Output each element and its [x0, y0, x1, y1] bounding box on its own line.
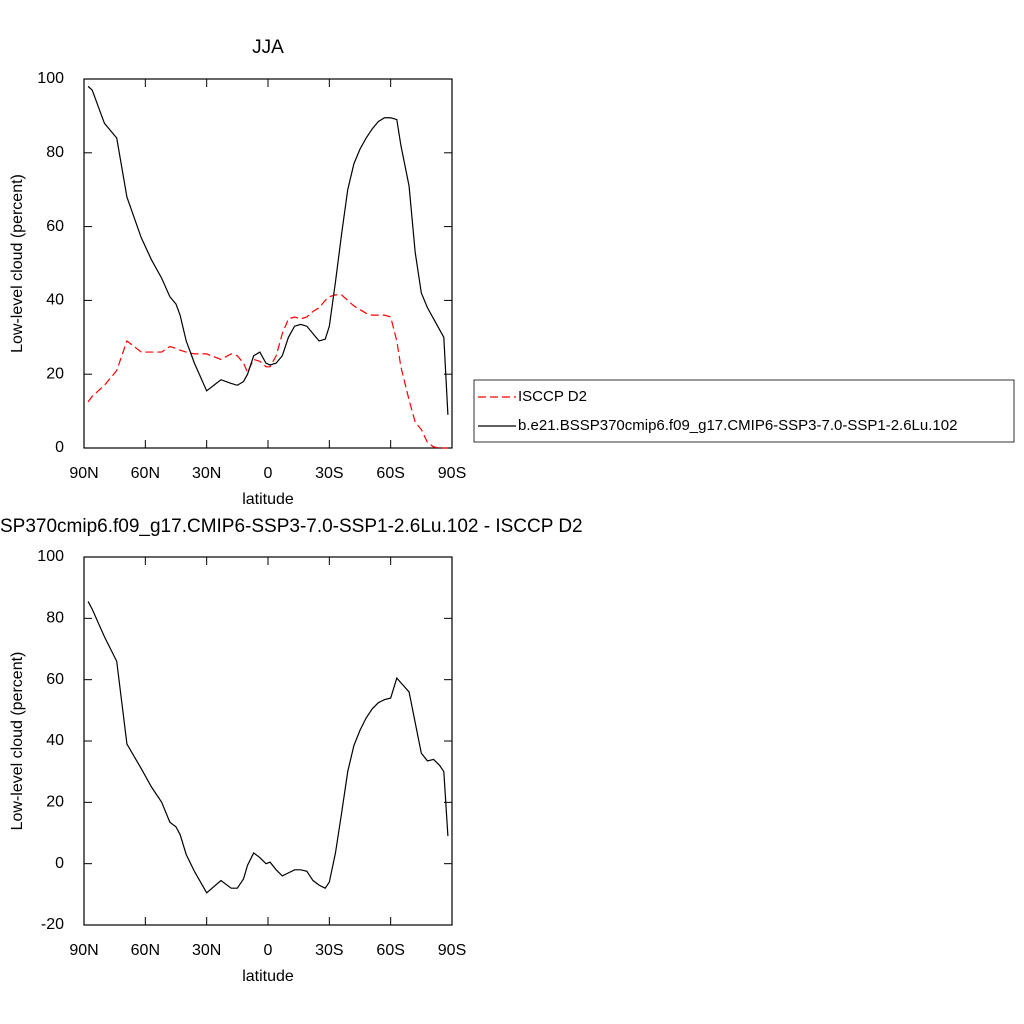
y-axis-label: Low-level cloud (percent)	[9, 174, 26, 353]
x-axis-label: latitude	[242, 491, 294, 508]
x-tick-label: 60N	[131, 465, 160, 482]
y-tick-label: 40	[46, 292, 64, 309]
chart-title: JJA	[252, 37, 284, 58]
x-tick-label: 30S	[315, 942, 343, 959]
y-tick-label: 80	[46, 610, 64, 627]
data-line	[87, 601, 449, 894]
x-tick-label: 60N	[131, 942, 160, 959]
chart-title: SP370cmip6.f09_g17.CMIP6-SSP3-7.0-SSP1-2…	[0, 516, 583, 537]
x-tick-label: 90S	[438, 942, 466, 959]
legend-label: b.e21.BSSP370cmip6.f09_g17.CMIP6-SSP3-7.…	[518, 417, 957, 434]
x-tick-label: 30N	[192, 465, 221, 482]
x-tick-label: 0	[264, 942, 273, 959]
data-line	[87, 85, 449, 415]
legend-box	[473, 379, 1015, 443]
y-tick-label: 100	[37, 70, 64, 87]
legend-label: ISCCP D2	[518, 388, 587, 405]
y-tick-label: 0	[55, 439, 64, 456]
y-tick-label: 0	[55, 855, 64, 872]
y-tick-label: 80	[46, 144, 64, 161]
y-tick-label: -20	[41, 916, 64, 933]
x-tick-label: 90S	[438, 465, 466, 482]
x-axis-label: latitude	[242, 968, 294, 985]
x-tick-label: 30N	[192, 942, 221, 959]
y-tick-label: 20	[46, 365, 64, 382]
x-tick-label: 30S	[315, 465, 343, 482]
y-tick-label: 60	[46, 671, 64, 688]
y-tick-label: 40	[46, 732, 64, 749]
data-line	[87, 294, 448, 449]
y-tick-label: 20	[46, 794, 64, 811]
x-tick-label: 90N	[69, 942, 98, 959]
x-tick-label: 90N	[69, 465, 98, 482]
y-axis-label: Low-level cloud (percent)	[9, 652, 26, 831]
y-tick-label: 100	[37, 548, 64, 565]
x-tick-label: 60S	[376, 942, 404, 959]
x-tick-label: 60S	[376, 465, 404, 482]
y-tick-label: 60	[46, 218, 64, 235]
x-tick-label: 0	[264, 465, 273, 482]
